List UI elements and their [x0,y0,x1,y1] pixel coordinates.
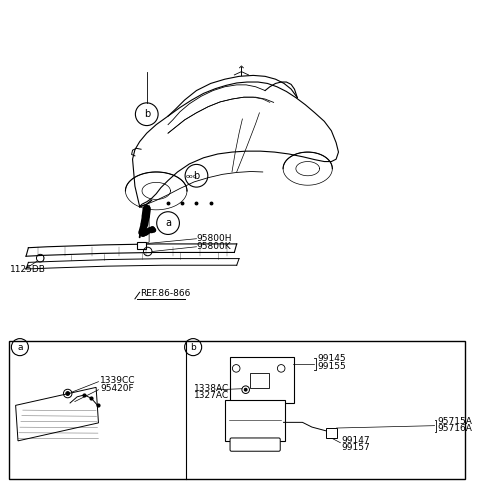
Text: 95716A: 95716A [437,425,472,434]
FancyBboxPatch shape [326,428,336,438]
Text: 95715A: 95715A [437,417,472,426]
Text: b: b [190,343,196,352]
Text: 1338AC: 1338AC [193,384,229,393]
Text: 99147: 99147 [341,436,370,445]
Text: 95420F: 95420F [100,384,133,393]
Text: 99157: 99157 [341,443,370,452]
Text: a: a [165,218,171,228]
Circle shape [66,392,70,395]
Text: 95800K: 95800K [196,242,231,252]
Text: REF.86-866: REF.86-866 [140,289,190,298]
FancyBboxPatch shape [230,358,294,403]
FancyBboxPatch shape [230,438,280,451]
Text: b: b [193,171,200,181]
Text: 99155: 99155 [317,362,346,371]
Text: ooo: ooo [186,174,198,179]
Text: 1327AC: 1327AC [193,391,229,400]
Circle shape [244,388,247,391]
FancyBboxPatch shape [9,342,465,479]
Text: 99145: 99145 [317,355,346,363]
Text: a: a [17,343,23,352]
Text: 1339CC: 1339CC [100,376,135,385]
Text: 1125DB: 1125DB [10,265,45,274]
FancyBboxPatch shape [251,373,269,388]
Text: 95800H: 95800H [196,234,232,243]
FancyBboxPatch shape [225,400,285,441]
FancyBboxPatch shape [137,241,146,249]
Text: b: b [144,109,150,119]
